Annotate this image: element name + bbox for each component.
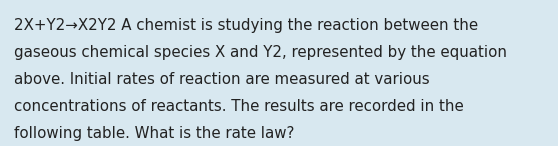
Text: concentrations of reactants. The results are recorded in the: concentrations of reactants. The results… <box>14 99 464 114</box>
Text: following table. What is the rate law?: following table. What is the rate law? <box>14 126 294 141</box>
Text: 2X+Y2→X2Y2 A chemist is studying the reaction between the: 2X+Y2→X2Y2 A chemist is studying the rea… <box>14 18 478 33</box>
Text: above. Initial rates of reaction are measured at various: above. Initial rates of reaction are mea… <box>14 72 430 87</box>
Text: gaseous chemical species X and Y2, represented by the equation: gaseous chemical species X and Y2, repre… <box>14 45 507 60</box>
